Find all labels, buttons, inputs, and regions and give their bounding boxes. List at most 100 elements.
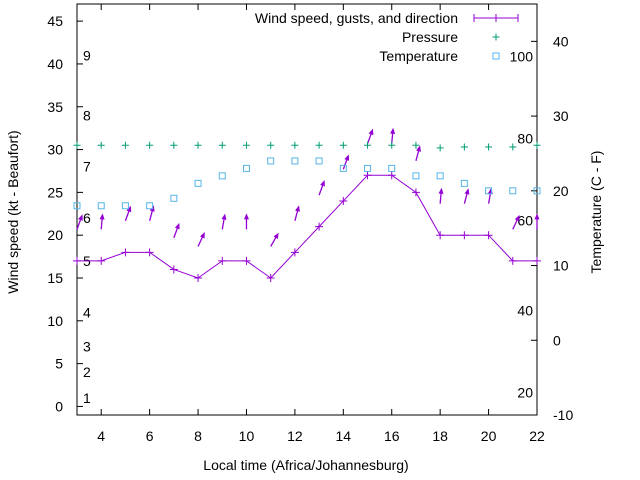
- y-tick-label-left: 40: [47, 56, 63, 72]
- gust-arrow-head: [295, 205, 300, 212]
- pressure-point: [291, 141, 299, 149]
- wind-speed-point: [218, 256, 227, 265]
- gust-arrow: [197, 231, 205, 247]
- wind-speed-point: [266, 274, 275, 282]
- gust-arrow-head: [99, 213, 105, 220]
- temperature-point: [218, 172, 226, 180]
- temperature-point: [460, 179, 468, 187]
- temperature-point: [509, 187, 517, 195]
- wind-speed-line: [77, 174, 537, 279]
- fahrenheit-label: 20: [517, 385, 533, 401]
- pressure-point: [315, 141, 323, 149]
- temperature-point: [194, 179, 202, 187]
- wind-speed-point: [508, 256, 517, 265]
- pressure-point: [73, 141, 81, 149]
- beaufort-label: 8: [83, 107, 91, 123]
- y-axis-label-left: Wind speed (kt - Beaufort): [5, 130, 21, 293]
- x-tick-label: 12: [287, 428, 303, 444]
- gust-arrow: [243, 213, 249, 230]
- y-tick-label-right: 10: [553, 258, 569, 274]
- x-tick-label: 4: [97, 428, 105, 444]
- temperature-point: [436, 172, 444, 180]
- y-tick-label-left: 30: [47, 142, 63, 158]
- wind-speed-point: [169, 265, 178, 274]
- x-tick-label: 10: [239, 428, 255, 444]
- fahrenheit-label: 80: [517, 131, 533, 147]
- gust-arrow-head: [78, 214, 83, 221]
- y-tick-label-right: 20: [553, 183, 569, 199]
- gust-arrow: [173, 222, 180, 239]
- pressure-point: [242, 141, 250, 149]
- gust-arrow: [221, 213, 227, 230]
- temperature-point: [97, 202, 105, 210]
- pressure-point: [533, 141, 541, 149]
- gust-arrow: [534, 213, 540, 230]
- pressure-point: [436, 144, 444, 152]
- pressure-point: [388, 141, 396, 149]
- temperature-point: [146, 202, 154, 210]
- temperature-point: [533, 187, 541, 195]
- y-tick-label-right: 0: [553, 332, 561, 348]
- gust-arrow: [99, 213, 105, 230]
- pressure-point: [460, 143, 468, 151]
- temperature-point: [412, 172, 420, 180]
- fahrenheit-label: 40: [517, 302, 533, 318]
- y-axis-label-right: Temperature (C - F): [588, 151, 604, 274]
- gust-arrow: [390, 127, 396, 144]
- gust-arrow-head: [487, 187, 493, 195]
- x-tick-label: 16: [384, 428, 400, 444]
- gust-arrow-head: [534, 213, 540, 220]
- gust-arrow: [318, 180, 325, 196]
- y-tick-label-left: 0: [55, 398, 63, 414]
- gust-arrow: [76, 214, 83, 230]
- y-tick-label-left: 10: [47, 313, 63, 329]
- y-tick-label-left: 5: [55, 356, 63, 372]
- temperature-point: [339, 164, 347, 172]
- gust-arrow: [415, 145, 421, 162]
- temperature-point: [485, 187, 493, 195]
- legend-sample-wind-point: [492, 14, 500, 22]
- gust-arrow: [294, 205, 300, 221]
- wind-speed-point: [387, 171, 396, 180]
- pressure-point: [170, 141, 178, 149]
- gust-arrow-head: [221, 213, 227, 220]
- x-tick-label: 6: [146, 428, 154, 444]
- beaufort-label: 1: [83, 390, 91, 406]
- fahrenheit-label: 60: [517, 213, 533, 229]
- pressure-point: [146, 141, 154, 149]
- temperature-point: [291, 157, 299, 165]
- gust-arrow: [487, 187, 493, 204]
- legend-sample-temperature: [492, 52, 500, 60]
- y-tick-label-left: 35: [47, 99, 63, 115]
- gust-arrow-head: [273, 232, 279, 240]
- gust-arrow-head: [464, 188, 470, 195]
- wind-speed-point: [242, 256, 251, 265]
- gust-arrow: [438, 187, 444, 204]
- y-tick-label-right: 30: [553, 108, 569, 124]
- gust-arrow-head: [514, 214, 520, 222]
- beaufort-label: 6: [83, 210, 91, 226]
- temperature-point: [121, 202, 129, 210]
- wind-speed-point: [315, 222, 324, 231]
- beaufort-label: 7: [83, 159, 91, 175]
- y-tick-label-left: 15: [47, 270, 63, 286]
- pressure-point: [339, 141, 347, 149]
- tick-labels: 4 6 8 10 12 14 16 18 20 22051015202530354045-1001…: [47, 13, 573, 444]
- gust-arrow-head: [438, 187, 444, 194]
- pressure-point: [364, 141, 372, 149]
- wind-speed-point: [145, 248, 154, 257]
- beaufort-label: 3: [83, 339, 91, 355]
- temperature-point: [242, 164, 250, 172]
- x-axis-label: Local time (Africa/Johannesburg): [203, 457, 408, 473]
- gust-arrow-head: [320, 180, 325, 187]
- legend: Wind speed, gusts, and direction Pressure…: [255, 10, 519, 64]
- gust-arrow: [366, 128, 374, 144]
- legend-label: Pressure: [402, 29, 458, 45]
- y-tick-label-left: 45: [47, 13, 63, 29]
- wind-speed-point: [484, 231, 493, 240]
- gust-arrow-head: [368, 128, 374, 136]
- fahrenheit-label: 100: [510, 48, 534, 64]
- temperature-point: [73, 202, 81, 210]
- temperature-point: [388, 164, 396, 172]
